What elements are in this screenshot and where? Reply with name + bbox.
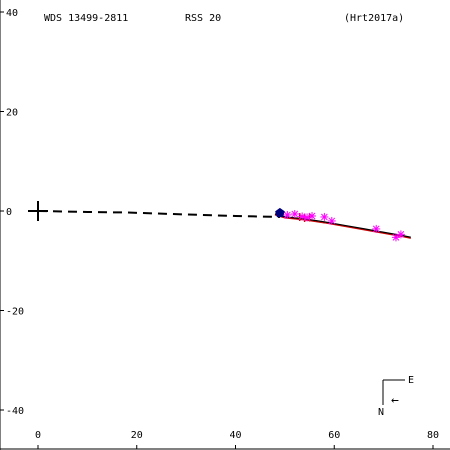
axis-ticks: 0 20 40 60 80 40 20 0 -20 -40 (0, 8, 439, 449)
measurement-point (303, 213, 312, 222)
measurement-point (308, 211, 317, 220)
measurement-point (320, 212, 329, 221)
orbit-residual-trace (274, 214, 411, 239)
y-tick-label: 40 (6, 8, 18, 19)
primary-star-marker (28, 201, 48, 221)
latest-point-marker (275, 207, 285, 218)
measurement-point (391, 233, 400, 242)
compass-east-label: E (408, 375, 414, 386)
orbit-fit-line (274, 213, 411, 239)
orbit-line-path (274, 213, 411, 239)
compass-north-label: N (378, 407, 384, 418)
wds-identifier: WDS 13499-2811 (44, 13, 128, 24)
measurement-point (372, 224, 381, 233)
x-tick-label: 20 (131, 430, 143, 441)
x-tick-label: 60 (328, 430, 340, 441)
y-tick-label: 0 (6, 207, 12, 218)
x-tick-label: 0 (35, 430, 41, 441)
compass-indicator: E N ← (378, 375, 414, 418)
y-tick-label: -40 (6, 406, 24, 417)
dashed-line-path (37, 210, 280, 218)
dashed-projection-line (37, 210, 280, 218)
x-tick-label: 40 (230, 430, 242, 441)
measurement-point (283, 210, 292, 219)
reference-code: (Hrt2017a) (344, 13, 404, 24)
y-tick-label: -20 (6, 307, 24, 318)
y-tick-label: 20 (6, 108, 18, 119)
measurement-point (290, 209, 299, 218)
motion-arrow-icon: ← (391, 393, 399, 408)
measurement-point (327, 216, 336, 225)
measurement-markers (283, 209, 405, 242)
latest-point (275, 207, 285, 218)
measurement-point (396, 230, 405, 239)
x-tick-label: 80 (427, 430, 439, 441)
rss-value: RSS 20 (185, 13, 221, 24)
